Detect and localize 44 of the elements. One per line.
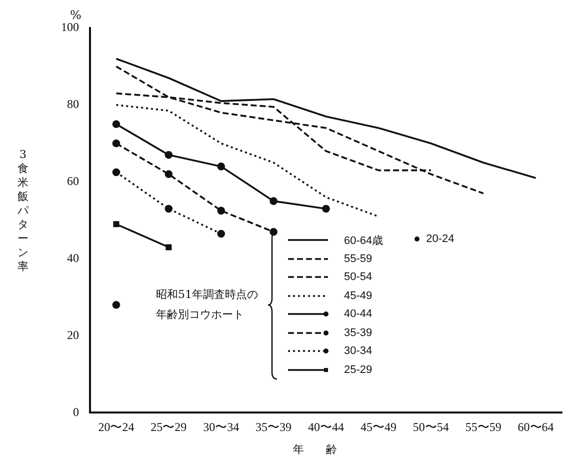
x-tick-label: 35〜39 [256,420,292,434]
point [112,301,120,309]
x-tick-label: 55〜59 [465,420,502,434]
point [270,197,278,205]
legend-label: 35-39 [344,326,372,339]
point [217,162,226,170]
x-tick-label: 60〜64 [518,420,554,434]
legend-label: 25-29 [344,364,372,376]
legend-label: 55-59 [344,252,372,265]
legend-title: 昭和51年調査時点の年齢別コウホート [156,287,259,323]
x-tick-label: 50〜54 [412,420,449,434]
legend-label: 45-49 [344,290,372,302]
point [166,244,172,250]
x-tick-label: 30〜34 [203,420,240,434]
point [164,204,173,213]
point [113,221,120,228]
x-axis-title: 年 齢 [292,442,338,457]
point [112,168,120,176]
x-tick-label: 25〜29 [150,420,187,434]
legend-label: 60-64歳 [344,234,384,248]
legend-label: 40-44 [344,308,372,320]
y-tick-label: 40 [67,250,79,265]
point [217,230,226,238]
line-series [115,66,484,194]
text: % [70,8,82,22]
point [322,204,330,213]
point [217,206,226,215]
legend-label: 30-34 [344,345,372,358]
point [112,120,120,128]
text: 3食米飯パターン率 [18,148,28,273]
y-tick-label: 0 [73,404,79,419]
x-tick-label: 45〜49 [360,420,396,434]
y-tick-label: 100 [61,20,79,34]
point [112,139,120,148]
y-tick-label: 60 [67,174,79,188]
line-series [115,104,380,218]
legend-label: 50-54 [344,271,372,284]
x-tick-label: 20〜24 [98,420,134,434]
y-tick-label: 80 [67,97,79,112]
x-tick-label: 40〜44 [308,420,344,434]
point [164,170,173,178]
y-tick-label: 20 [67,328,79,342]
point [164,151,173,159]
legend-label: 20-24 [426,233,454,246]
